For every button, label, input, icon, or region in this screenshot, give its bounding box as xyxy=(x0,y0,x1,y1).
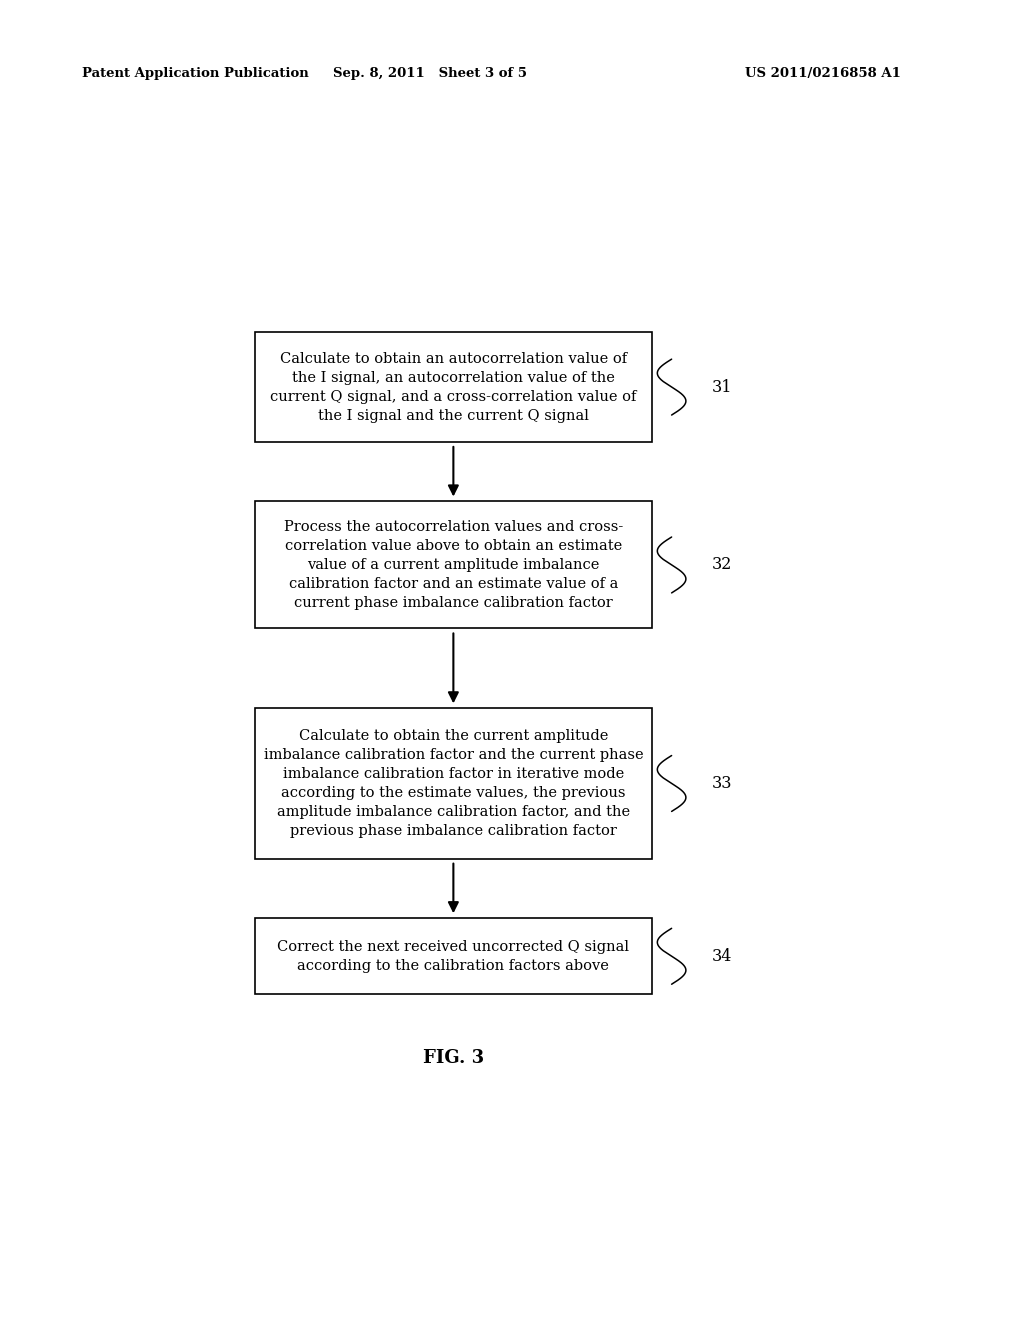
Text: Calculate to obtain the current amplitude
imbalance calibration factor and the c: Calculate to obtain the current amplitud… xyxy=(263,729,643,838)
Text: 33: 33 xyxy=(712,775,732,792)
Text: Correct the next received uncorrected Q signal
according to the calibration fact: Correct the next received uncorrected Q … xyxy=(278,940,630,973)
Text: Process the autocorrelation values and cross-
correlation value above to obtain : Process the autocorrelation values and c… xyxy=(284,520,623,610)
Text: US 2011/0216858 A1: US 2011/0216858 A1 xyxy=(745,67,901,81)
FancyBboxPatch shape xyxy=(255,709,651,859)
Text: 34: 34 xyxy=(712,948,732,965)
Text: Sep. 8, 2011   Sheet 3 of 5: Sep. 8, 2011 Sheet 3 of 5 xyxy=(333,67,527,81)
Text: 32: 32 xyxy=(712,557,732,573)
Text: FIG. 3: FIG. 3 xyxy=(423,1049,484,1067)
FancyBboxPatch shape xyxy=(255,502,651,628)
FancyBboxPatch shape xyxy=(255,333,651,442)
Text: 31: 31 xyxy=(712,379,732,396)
Text: Patent Application Publication: Patent Application Publication xyxy=(82,67,308,81)
Text: Calculate to obtain an autocorrelation value of
the I signal, an autocorrelation: Calculate to obtain an autocorrelation v… xyxy=(270,351,637,422)
FancyBboxPatch shape xyxy=(255,919,651,994)
